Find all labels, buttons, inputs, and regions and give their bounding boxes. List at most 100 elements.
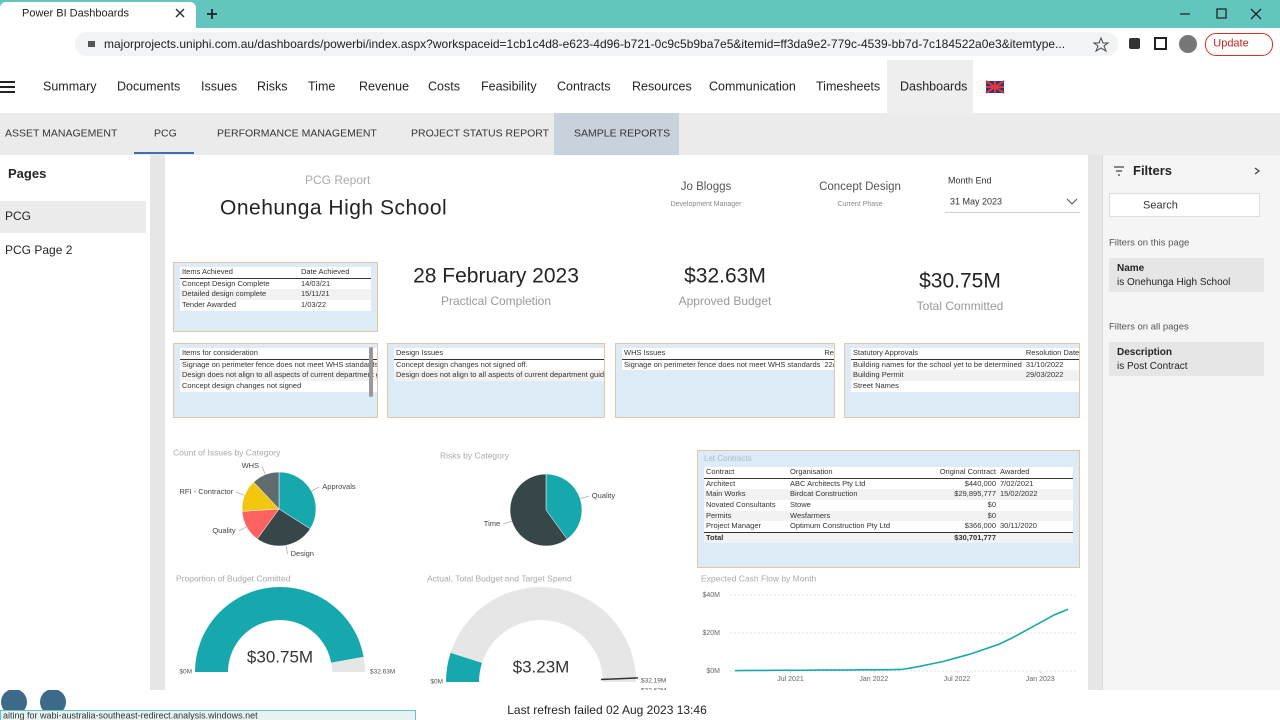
table-cell: $29,895,777 [954,489,996,499]
nav-item[interactable]: Resources [632,79,692,94]
header-cell: Design Issues [394,348,604,360]
filters-section: Filters on all pages [1109,321,1189,333]
table-body: Signage on perimeter fence does not meet… [622,359,834,370]
nav-item[interactable]: Contracts [557,79,611,94]
table-cell [998,511,1073,522]
page-item[interactable]: PCG [5,208,32,223]
filter-card[interactable] [1109,342,1264,376]
header-row: Contract Organisation Original Contract Awa… [704,467,1073,479]
table-cell: Total [706,532,724,542]
filter-icon [1114,166,1124,176]
filter-value: is Post Contract [1117,361,1188,372]
nav-item[interactable]: Communication [709,79,796,94]
nav-item[interactable]: Costs [428,79,460,94]
page-item[interactable]: PCG Page 2 [5,242,73,257]
search-box[interactable] [1109,193,1260,217]
dropdown-arrow [1066,198,1078,205]
ext-icon [1129,38,1140,49]
flag-cross [985,80,1005,94]
header-cell: Organisation [788,467,912,479]
header-row: Items for considerationDue [180,348,377,360]
header-cell: Statutory Approvals [851,348,1024,360]
kpi-value: 28 February 2023 [413,264,579,288]
header-cell: Awarded [998,467,1073,479]
filter-card[interactable] [1109,258,1264,292]
subtab[interactable]: PCG [154,127,177,140]
header-cell: Contract [704,467,788,479]
header-cell: Original Contract [912,467,998,479]
table-cell: Optimum Construction Pty Ltd [790,521,891,531]
pages-title: Pages [8,166,47,182]
toolbar-icons [88,35,1197,53]
pages-panel [0,155,150,690]
table-cell: Architect [706,478,736,488]
month-end-label: Month End [948,175,992,186]
header-row: WHS IssuesResolution Date [622,348,834,360]
nav-item[interactable]: Dashboards [900,79,968,94]
scrollbar [369,347,373,397]
table-cell: 7/02/2021 [1000,478,1034,488]
nav-item[interactable]: Summary [43,79,97,94]
filters-section: Filters on this page [1109,237,1190,249]
table-head: Items for considerationDue [180,348,377,360]
table: Statutory Approvals Resolution Date Buildi… [851,348,1079,392]
table-cell: Main Works [706,489,746,499]
subtab[interactable]: ASSET MANAGEMENT [5,127,118,140]
nav-item[interactable]: Risks [257,79,288,94]
table-cell: Design does not align to all aspects of … [182,370,377,380]
kpi-value: $32.63M [684,264,766,288]
footer-icons [1,690,66,715]
nav-item[interactable]: Revenue [359,79,410,94]
table-row: Detailed design complete 15/11/21 [180,289,371,300]
table-row: Concept design changes not signed off.5/… [394,359,604,370]
table-row: Building Permit 29/03/2022 [851,370,1079,381]
table-cell [1024,381,1079,392]
page-active-bg [0,201,146,233]
header-cell: Items Achieved [180,267,299,279]
update-label[interactable]: Update [1213,37,1249,50]
lock-icon [88,41,95,47]
menu-icon [0,81,15,93]
table-card: WHS IssuesResolution DateSignage on peri… [615,343,835,418]
tab-title: Power BI Dashboards [22,7,129,20]
table-cell: Wesfarmers [790,510,831,520]
nav-item[interactable]: Feasibility [481,79,537,94]
fab [40,690,66,715]
nav-icons [0,80,1005,94]
table-cell: 15/11/21 [301,289,330,299]
header-row: Items Achieved Date Achieved [180,267,371,279]
table-cell: Project Manager [706,521,762,531]
table: Design IssuesDue DateConcept design chan… [394,348,604,381]
subtab[interactable]: SAMPLE REPORTS [574,127,671,140]
address-field[interactable] [75,32,1118,56]
table-cell: Concept design changes not signed off. [396,359,528,369]
subtab-underline [134,152,194,154]
nav-item[interactable]: Issues [201,79,238,94]
filters-title: Filters [1133,163,1173,179]
header-cell: Resolution Date [822,348,834,360]
table-head: Items Achieved Date Achieved [180,267,371,279]
url: majorprojects.uniphi.com.au/dashboards/p… [104,36,1066,51]
school-name: Onehunga High School [220,196,448,220]
table-title: Let Contracts [704,454,752,464]
search-placeholder: Search [1143,199,1178,212]
table-row: Permits Wesfarmers $0 [704,510,1073,522]
table-cell: Birdcat Construction [790,489,858,499]
table-body: Concept design changes not signed off.5/… [394,359,604,381]
month-dropdown[interactable] [945,193,1080,213]
tab[interactable] [0,2,196,28]
status-bubble [0,710,416,720]
table-row: Street Names [851,381,1079,392]
person-role: Development Manager [670,200,742,208]
subtab[interactable]: PERFORMANCE MANAGEMENT [217,127,377,140]
nav-item[interactable]: Timesheets [816,79,881,94]
nav-item[interactable]: Documents [117,79,181,94]
table-cell: 29/03/2022 [1025,370,1064,380]
person: Jo Bloggs [680,181,732,194]
update-button[interactable] [1205,33,1273,56]
nav-item[interactable]: Time [308,79,336,94]
table-row: Concept design changes not signed8/04/20… [180,381,377,392]
avatar [1179,35,1197,53]
subtab[interactable]: PROJECT STATUS REPORT [411,127,550,140]
nav-bar [0,60,1280,113]
